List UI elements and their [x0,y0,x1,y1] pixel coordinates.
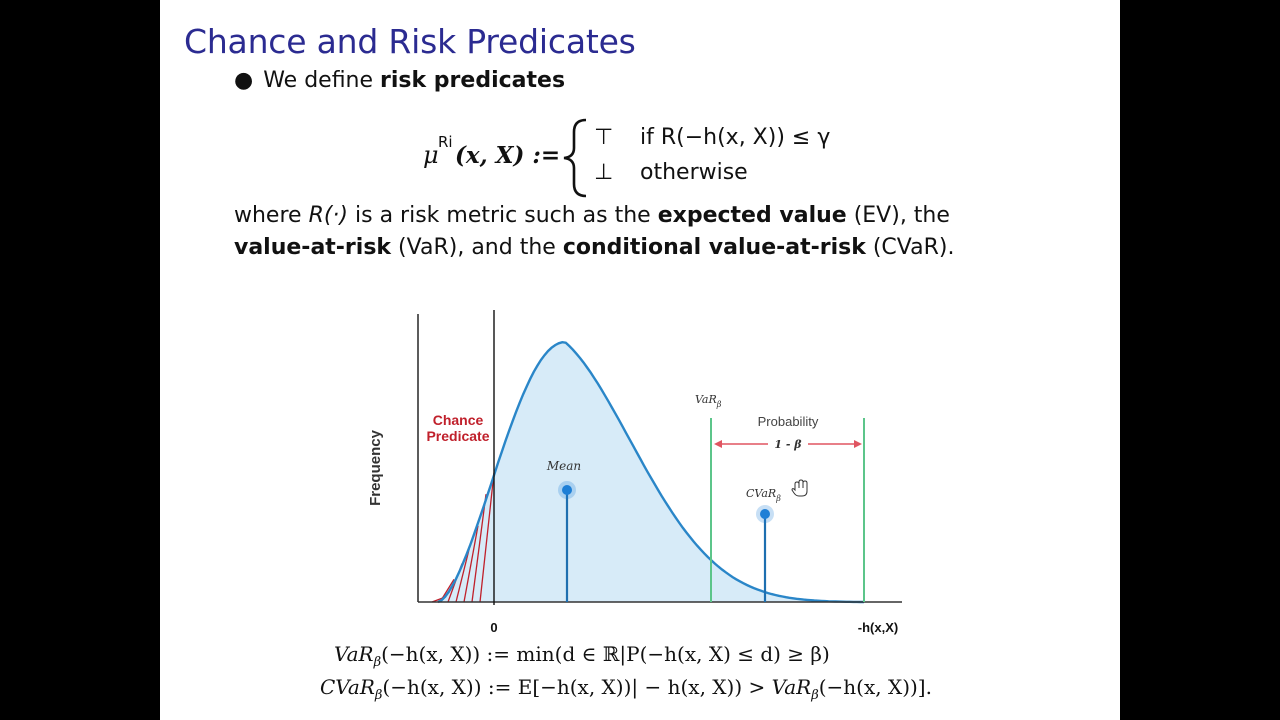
cvar-def-rhs: VaR [771,675,812,699]
chance-predicate-hatch [431,472,495,603]
hatch-line [479,472,495,603]
cvar-term: conditional value-at-risk [562,235,866,260]
bullet-line: ● We define risk predicates [234,68,565,93]
var-def-rest: (−h(x, X)) := min(d ∈ ℝ|P(−h(x, X) ≤ d) … [381,642,830,666]
var-definition: VaRβ(−h(x, X)) := min(d ∈ ℝ|P(−h(x, X) ≤… [334,642,830,670]
cvar-label: CVaRβ [746,487,781,503]
formula-bottom-symbol: ⊥ [594,160,613,185]
formula-top-symbol: ⊤ [594,125,613,150]
cvar-def-lhs: CVaR [320,675,375,699]
cvar-abbr: (CVaR). [865,235,955,260]
risk-metric-symbol: R(·) [308,203,349,228]
distribution-curve [437,340,864,604]
var-label: VaRβ [695,393,722,409]
expected-value-term: expected value [657,203,847,228]
hatch-line [463,525,479,603]
cvar-definition: CVaRβ(−h(x, X)) := E[−h(x, X))| − h(x, X… [320,675,932,703]
risk-predicate-formula: μ Ri (x, X) := ⊤ if R(−h(x, X)) ≤ γ ⊥ ot… [423,118,830,198]
where-text-1: where [234,203,309,228]
formula-args: (x, X) := [455,142,560,169]
slide: Chance and Risk Predicates ● We define ri… [160,0,1120,720]
y-axis-label: Frequency [367,429,384,506]
formula-brace [563,118,587,198]
cvar-def-sub2: β [811,688,819,703]
var-def-sub: β [373,655,382,670]
var-def-lhs: VaR [334,642,374,666]
x-axis-label: -h(x,X) [858,620,898,635]
formula-case2: otherwise [640,160,748,185]
chance-label-2: Predicate [426,428,489,444]
cvar-def-rest2: (−h(x, X))]. [818,675,932,699]
bullet-prefix: We define [263,68,374,93]
slide-title: Chance and Risk Predicates [184,22,636,61]
x-tick-zero: 0 [490,620,497,635]
formula-mu: μ [423,141,439,169]
cvar-def-rest1: (−h(x, X)) := E[−h(x, X))| − h(x, X)) > [382,675,772,699]
mean-label: Mean [546,459,581,473]
cvar-def-sub: β [374,688,383,703]
risk-distribution-chart: Frequency 0 -h(x,X) Chance Predicate Mea… [367,310,902,635]
formula-sup: Ri [438,133,453,151]
value-at-risk-term: value-at-risk [234,235,392,260]
where-text-2: is a risk metric such as the [348,203,658,228]
ev-abbr: (EV), the [846,203,950,228]
prob-arrowhead-right [854,440,862,448]
probability-label: Probability [758,414,819,429]
bullet-bold: risk predicates [380,68,566,93]
mean-point [562,485,572,495]
where-line-2: value-at-risk (VaR), and the conditional… [234,235,954,260]
formula-case1: if R(−h(x, X)) ≤ γ [640,125,830,150]
distribution-fill [438,342,864,602]
hatch-line [471,494,487,603]
bullet-icon: ● [234,68,254,93]
hand-cursor-icon [791,479,808,497]
hatch-line [455,545,471,603]
one-minus-beta-label: 1 - β [774,438,802,451]
var-abbr: (VaR), and the [391,235,563,260]
cvar-point [760,509,770,519]
where-line-1: where R(·) is a risk metric such as the … [234,203,950,228]
chance-label-1: Chance [433,412,484,428]
prob-arrowhead-left [714,440,722,448]
